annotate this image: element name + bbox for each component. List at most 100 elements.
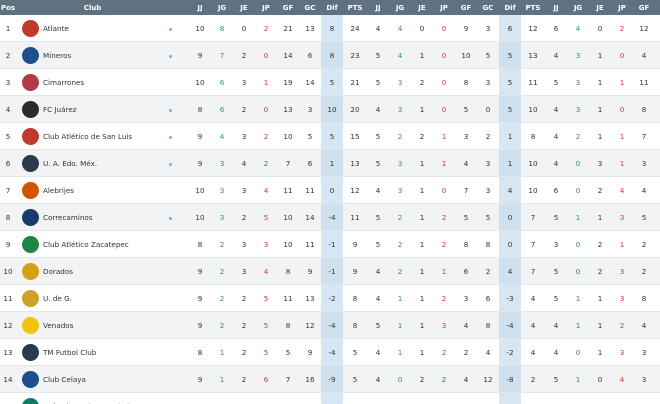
- club-cell[interactable]: Mineros: [16, 41, 169, 69]
- stat-cell: 5: [499, 41, 521, 69]
- header-gf3[interactable]: GF: [633, 0, 655, 15]
- header-dif2[interactable]: Dif: [499, 0, 521, 15]
- club-cell[interactable]: Atlante: [16, 15, 169, 42]
- position-cell: 1: [0, 15, 16, 42]
- header-je2[interactable]: JE: [411, 0, 433, 15]
- stat-cell: 13: [299, 15, 321, 42]
- club-name[interactable]: Club Atlético de San Luis: [43, 131, 133, 141]
- club-cell[interactable]: Club Atlético Zacatepec: [16, 230, 169, 258]
- table-row[interactable]: 1Atlante10802211382444009361264021210212: [0, 15, 660, 42]
- club-cell[interactable]: U. A. Edo. Méx.: [16, 149, 169, 177]
- club-cell[interactable]: Club Celaya: [16, 365, 169, 393]
- club-cell[interactable]: FC Juárez: [16, 95, 169, 123]
- header-club[interactable]: Club: [16, 0, 169, 15]
- stat-cell: 3: [233, 68, 255, 96]
- club-cell[interactable]: Cimarrones: [16, 68, 169, 96]
- club-cell[interactable]: Correcaminos: [16, 203, 169, 231]
- header-jg3[interactable]: JG: [567, 0, 589, 15]
- club-cell[interactable]: Alebrijes: [16, 176, 169, 204]
- stat-cell: 0: [567, 338, 589, 366]
- club-name[interactable]: Club Celaya: [43, 374, 86, 384]
- header-jj[interactable]: JJ: [189, 0, 211, 15]
- header-jj3[interactable]: JJ: [545, 0, 567, 15]
- club-name[interactable]: Atlante: [43, 23, 69, 33]
- header-jp3[interactable]: JP: [611, 0, 633, 15]
- table-row[interactable]: 3Cimarrones10631191452153208351153111111…: [0, 68, 660, 96]
- club-name[interactable]: Club Atlético Zacatepec: [43, 239, 129, 249]
- stat-cell: 2: [589, 176, 611, 204]
- stat-cell: 9: [189, 149, 211, 177]
- stat-cell: 0: [321, 176, 343, 204]
- header-jp2[interactable]: JP: [433, 0, 455, 15]
- stat-cell: 11: [277, 176, 299, 204]
- stat-cell: 2: [455, 338, 477, 366]
- club-name[interactable]: Correcaminos: [43, 212, 93, 222]
- header-jj2[interactable]: JJ: [367, 0, 389, 15]
- club-name[interactable]: FC Juárez: [43, 104, 77, 114]
- header-je3[interactable]: JE: [589, 0, 611, 15]
- club-name[interactable]: Cimarrones: [43, 77, 85, 87]
- table-row[interactable]: 9 Club Atlético Zacatepec 8 2 3 3 10 11 -1 9 5 2 1 2 8…: [0, 230, 660, 258]
- stat-cell: 10: [189, 203, 211, 231]
- header-pos[interactable]: Pos: [0, 0, 16, 15]
- club-cell[interactable]: Cafetaleros de Tapachula: [16, 392, 169, 404]
- stat-cell: 3: [633, 338, 655, 366]
- stat-cell: 0: [389, 392, 411, 404]
- table-row[interactable]: 4FC Juárez86201331020431050510431083510: [0, 95, 660, 123]
- stat-cell: 8: [343, 311, 367, 339]
- stat-cell: 4: [633, 176, 655, 204]
- stat-cell: 2: [255, 122, 277, 150]
- stat-cell: 9: [189, 122, 211, 150]
- table-row[interactable]: 8Correcaminos103251014-41152125507511359…: [0, 203, 660, 231]
- club-name[interactable]: Dorados: [43, 266, 73, 276]
- header-gc3[interactable]: GC: [655, 0, 660, 15]
- club-name[interactable]: U. de G.: [43, 293, 72, 303]
- stat-cell: 4: [499, 257, 521, 285]
- stat-cell: 5: [499, 68, 521, 96]
- stat-cell: 2: [389, 257, 411, 285]
- club-name[interactable]: U. A. Edo. Méx.: [43, 158, 98, 168]
- club-cell[interactable]: TM Futbol Club: [16, 338, 169, 366]
- header-dif[interactable]: Dif: [321, 0, 343, 15]
- table-row[interactable]: 5 Club Atlético de San Luis 9 4 3 2 10 5 5 15 5 2 2 1…: [0, 122, 660, 150]
- table-row[interactable]: 6U. A. Edo. Méx.934276113531143110403133…: [0, 149, 660, 177]
- club-name[interactable]: TM Futbol Club: [43, 347, 97, 357]
- club-cell[interactable]: Club Atlético de San Luis: [16, 122, 169, 150]
- header-gc[interactable]: GC: [299, 0, 321, 15]
- header-gf[interactable]: GF: [277, 0, 299, 15]
- stat-cell: 14: [299, 68, 321, 96]
- club-cell[interactable]: Venados: [16, 311, 169, 339]
- table-row[interactable]: 15Cafetaleros de Tapachula9036820-123401…: [0, 392, 660, 404]
- header-gf2[interactable]: GF: [455, 0, 477, 15]
- stat-cell: 8: [277, 257, 299, 285]
- club-name[interactable]: Cafetaleros de Tapachula: [43, 402, 134, 404]
- stat-cell: 3: [233, 230, 255, 258]
- club-name[interactable]: Mineros: [43, 50, 72, 60]
- header-pts[interactable]: PTS: [343, 0, 367, 15]
- stat-cell: 2: [611, 311, 633, 339]
- stat-cell: -3: [499, 284, 521, 312]
- stat-cell: 4: [389, 15, 411, 42]
- table-row[interactable]: 2Mineros97201468235410105513431041310: [0, 41, 660, 69]
- club-name[interactable]: Venados: [43, 320, 74, 330]
- club-cell[interactable]: U. de G.: [16, 284, 169, 312]
- stat-cell: 9: [189, 392, 211, 404]
- header-pts2[interactable]: PTS: [521, 0, 545, 15]
- stat-cell: 2: [589, 230, 611, 258]
- header-je[interactable]: JE: [233, 0, 255, 15]
- header-jg[interactable]: JG: [211, 0, 233, 15]
- header-gc2[interactable]: GC: [477, 0, 499, 15]
- header-jp[interactable]: JP: [255, 0, 277, 15]
- club-name[interactable]: Alebrijes: [43, 185, 75, 195]
- header-jg2[interactable]: JG: [389, 0, 411, 15]
- club-cell[interactable]: Dorados: [16, 257, 169, 285]
- stat-cell: 5: [633, 203, 655, 231]
- stat-cell: 10: [189, 176, 211, 204]
- status-dot-icon: [169, 216, 172, 220]
